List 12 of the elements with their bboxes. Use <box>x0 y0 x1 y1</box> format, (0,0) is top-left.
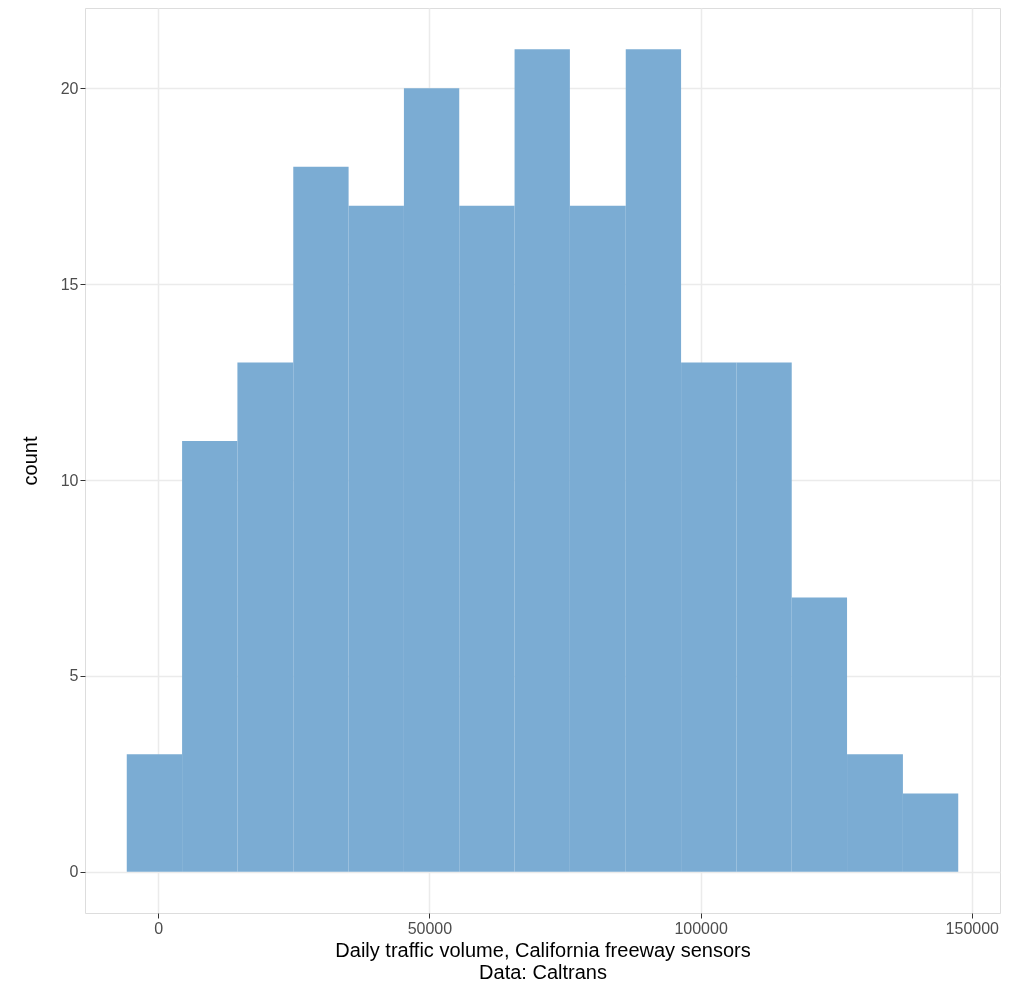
x-tick-label: 150000 <box>945 919 1000 937</box>
x-tick-label: 0 <box>154 919 164 937</box>
x-axis-title: Daily traffic volume, California freeway sensors <box>335 938 751 961</box>
y-tick-label: 5 <box>69 667 79 685</box>
text: Data: Caltrans <box>479 960 607 983</box>
y-axis-title: count <box>18 436 41 486</box>
y-tick-label: 20 <box>60 79 79 97</box>
y-tick-label: 10 <box>60 471 79 489</box>
y-tick-label: 0 <box>69 863 79 881</box>
y-tick-label: 15 <box>60 275 79 293</box>
x-tick-label: 100000 <box>674 919 728 937</box>
x-tick-label: 50000 <box>407 919 453 937</box>
